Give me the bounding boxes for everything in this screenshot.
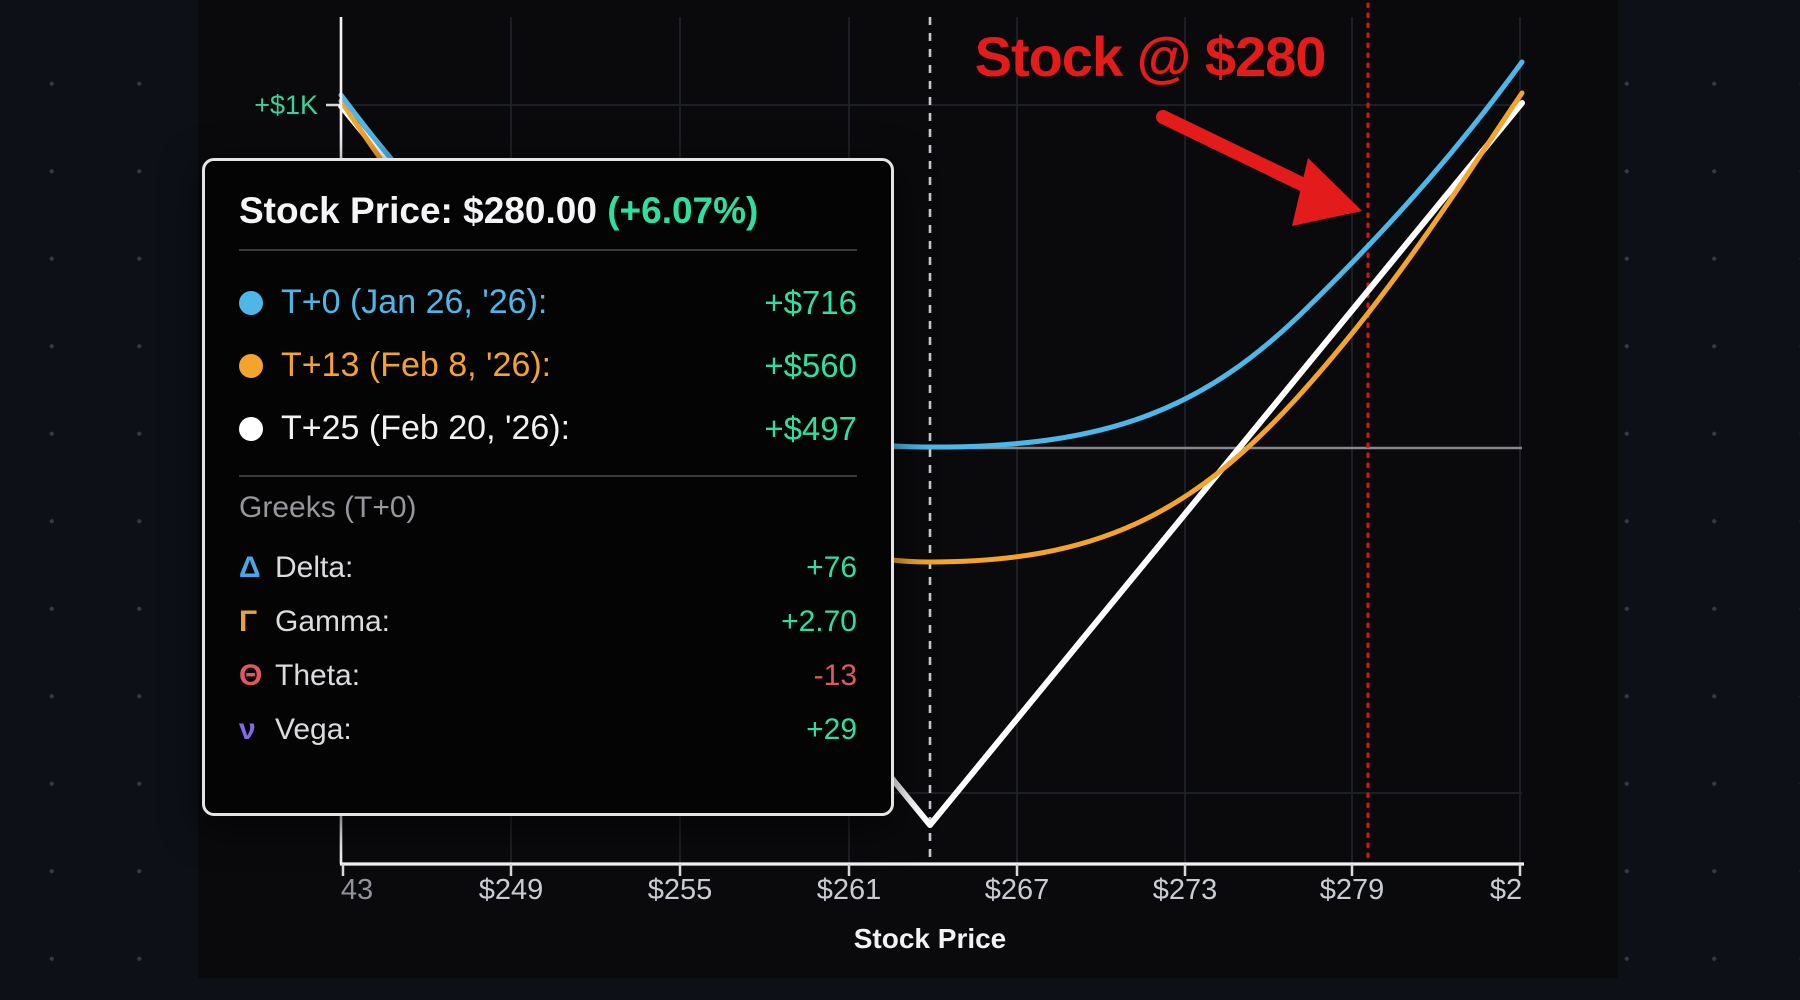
series-value: +$560 [764, 346, 857, 384]
stock-at-280-annotation: Stock @ $280 [974, 25, 1327, 88]
tooltip-series-rows: T+0 (Jan 26, '26): +$716 T+13 (Feb 8, '2… [239, 271, 857, 460]
greek-label: Vega: [275, 713, 352, 746]
greeks-header: Greeks (T+0) [239, 491, 417, 524]
svg-text:$279: $279 [1320, 874, 1385, 906]
svg-text:43: 43 [341, 874, 373, 906]
chart-tooltip: Stock Price: $280.00 (+6.07%) T+0 (Jan 2… [202, 158, 894, 816]
svg-text:$249: $249 [479, 874, 544, 906]
series-value: +$716 [764, 283, 857, 321]
greek-label: Gamma: [275, 605, 391, 638]
greek-row-theta: Θ Theta: -13 [239, 649, 857, 703]
series-label: T+13 (Feb 8, '26): [281, 346, 552, 384]
series-label: T+25 (Feb 20, '26): [281, 409, 571, 447]
series-value: +$497 [764, 409, 857, 447]
annotation-arrow [1156, 110, 1362, 226]
greek-row-delta: Δ Delta: +76 [239, 541, 857, 595]
greek-value: +76 [806, 551, 857, 584]
theta-icon: Θ [239, 659, 263, 692]
greek-value: -13 [813, 659, 857, 692]
greek-value: +2.70 [781, 605, 857, 638]
tooltip-divider [239, 249, 857, 251]
y-tick-plus-1k: +$1K [254, 90, 318, 120]
tooltip-title: Stock Price: $280.00 (+6.07%) [239, 185, 857, 237]
tooltip-divider [239, 475, 857, 477]
svg-text:$255: $255 [648, 874, 713, 906]
svg-text:$267: $267 [985, 874, 1050, 906]
t25-dot-icon [239, 416, 263, 441]
greek-label: Delta: [275, 551, 354, 584]
gamma-icon: Γ [239, 605, 258, 638]
greek-row-gamma: Γ Gamma: +2.70 [239, 595, 857, 649]
greek-row-vega: ν Vega: +29 [239, 703, 857, 757]
x-axis-labels: 43 $249 $255 $261 $267 $273 $279 $2 [341, 874, 1522, 906]
svg-text:$273: $273 [1153, 874, 1218, 906]
tooltip-title-change: (+6.07%) [607, 190, 759, 231]
svg-text:$261: $261 [817, 874, 882, 906]
x-axis-title: Stock Price [854, 923, 1007, 954]
vega-icon: ν [239, 713, 256, 746]
svg-text:$2: $2 [1490, 874, 1522, 906]
tooltip-title-price: $280.00 [463, 190, 608, 231]
delta-icon: Δ [239, 551, 261, 584]
x-axis-ticks [326, 103, 1522, 876]
greek-label: Theta: [275, 659, 361, 692]
t0-dot-icon [239, 290, 263, 315]
t13-dot-icon [239, 353, 263, 378]
greeks-rows: Δ Delta: +76 Γ Gamma: +2.70 Θ Theta: -13… [239, 541, 857, 757]
greek-value: +29 [806, 713, 857, 746]
series-row-t0: T+0 (Jan 26, '26): +$716 [239, 271, 857, 334]
series-label: T+0 (Jan 26, '26): [281, 283, 548, 321]
series-row-t13: T+13 (Feb 8, '26): +$560 [239, 334, 857, 397]
series-row-t25: T+25 (Feb 20, '26): +$497 [239, 397, 857, 460]
tooltip-title-label: Stock Price: [239, 190, 464, 231]
